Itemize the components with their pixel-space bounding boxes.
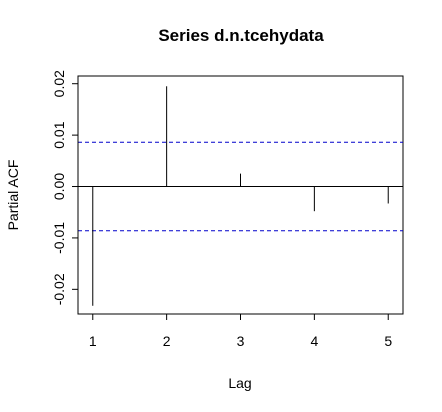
x-axis-label: Lag [228, 375, 251, 391]
y-axis: -0.02 -0.01 0.00 0.01 0.02 [51, 70, 79, 305]
y-tick-label: -0.02 [51, 273, 67, 305]
x-tick-label: 4 [310, 333, 318, 349]
y-tick-label: 0.00 [51, 173, 67, 200]
x-tick-label: 3 [237, 333, 245, 349]
pacf-bars [92, 86, 389, 306]
y-axis-label: Partial ACF [5, 160, 21, 231]
x-axis: 1 2 3 4 5 [89, 313, 392, 349]
y-tick-label: 0.02 [51, 70, 67, 97]
reference-lines [78, 141, 403, 232]
chart-title: Series d.n.tcehydata [158, 26, 324, 45]
x-tick-label: 5 [384, 333, 392, 349]
plot-frame [77, 75, 404, 315]
y-tick-label: -0.01 [51, 222, 67, 254]
y-tick-label: 0.01 [51, 121, 67, 148]
x-tick-label: 1 [89, 333, 97, 349]
x-tick-label: 2 [163, 333, 171, 349]
